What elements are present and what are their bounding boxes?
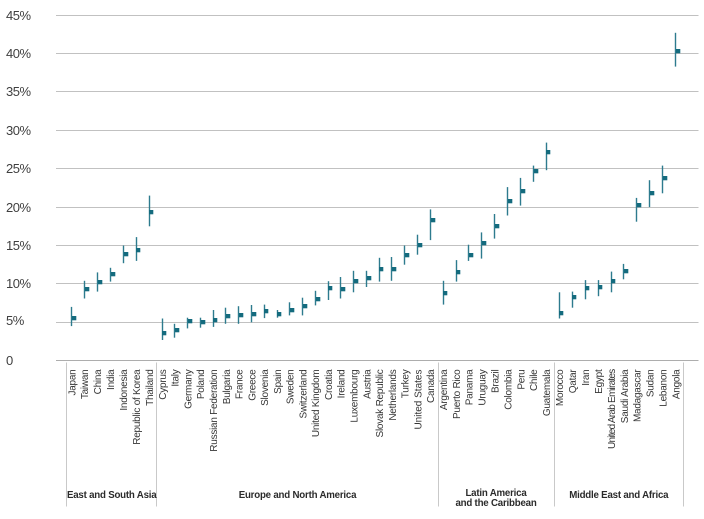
svg-text:Angola: Angola <box>672 369 683 399</box>
svg-text:Republic of Korea: Republic of Korea <box>132 369 143 445</box>
svg-text:Madagascar: Madagascar <box>633 369 644 422</box>
svg-text:Austria: Austria <box>362 369 373 399</box>
svg-text:Puerto Rico: Puerto Rico <box>452 369 463 419</box>
svg-text:Argentina: Argentina <box>439 369 450 410</box>
svg-text:Sweden: Sweden <box>286 370 297 405</box>
svg-text:10%: 10% <box>6 276 31 291</box>
svg-text:Morocco: Morocco <box>555 369 566 406</box>
svg-text:20%: 20% <box>6 200 31 215</box>
svg-text:Europe and North America: Europe and North America <box>239 490 357 501</box>
svg-text:Middle East and Africa: Middle East and Africa <box>569 490 669 501</box>
svg-text:Ireland: Ireland <box>337 370 348 399</box>
svg-text:Italy: Italy <box>171 369 182 386</box>
svg-text:Guatemala: Guatemala <box>542 369 553 416</box>
svg-text:Japan: Japan <box>67 370 78 396</box>
svg-text:Indonesia: Indonesia <box>119 369 130 411</box>
svg-text:Greece: Greece <box>247 369 258 401</box>
svg-text:Luxembourg: Luxembourg <box>349 370 360 423</box>
svg-text:United States: United States <box>413 370 424 430</box>
svg-text:Canada: Canada <box>426 369 437 403</box>
svg-text:Brazil: Brazil <box>491 369 502 393</box>
svg-text:40%: 40% <box>6 46 31 61</box>
svg-text:Spain: Spain <box>273 370 284 394</box>
svg-text:Chile: Chile <box>529 369 540 391</box>
svg-text:East and South Asia: East and South Asia <box>67 490 157 501</box>
svg-text:Qatar: Qatar <box>568 369 579 394</box>
svg-text:Netherlands: Netherlands <box>388 369 399 420</box>
svg-text:0: 0 <box>6 353 13 368</box>
svg-text:Iran: Iran <box>581 370 592 386</box>
svg-text:Egypt: Egypt <box>594 369 605 394</box>
svg-text:Lebanon: Lebanon <box>659 370 670 407</box>
svg-text:Thailand: Thailand <box>145 370 156 406</box>
svg-text:Russian Federation: Russian Federation <box>209 370 220 452</box>
svg-text:Germany: Germany <box>183 369 194 409</box>
svg-text:25%: 25% <box>6 161 31 176</box>
svg-text:15%: 15% <box>6 238 31 253</box>
svg-text:Poland: Poland <box>196 370 207 400</box>
svg-text:United Arab Emirates: United Arab Emirates <box>607 369 618 449</box>
svg-text:Bulgaria: Bulgaria <box>222 369 233 404</box>
svg-text:Panama: Panama <box>465 369 476 405</box>
svg-text:Saudi Arabia: Saudi Arabia <box>620 369 631 423</box>
svg-text:5%: 5% <box>6 313 25 328</box>
svg-text:35%: 35% <box>6 84 31 99</box>
svg-text:Turkey: Turkey <box>401 369 412 398</box>
svg-text:China: China <box>93 369 104 395</box>
svg-text:United Kingdom: United Kingdom <box>311 370 322 438</box>
svg-text:Croatia: Croatia <box>324 369 335 400</box>
svg-text:Sudan: Sudan <box>646 370 657 398</box>
svg-text:Slovenia: Slovenia <box>260 369 271 406</box>
svg-text:Cyprus: Cyprus <box>158 369 169 399</box>
svg-text:Peru: Peru <box>516 370 527 390</box>
svg-text:France: France <box>235 369 246 399</box>
svg-text:30%: 30% <box>6 123 31 138</box>
svg-text:45%: 45% <box>6 8 31 23</box>
svg-text:India: India <box>106 369 117 390</box>
svg-text:Uruguay: Uruguay <box>478 369 489 405</box>
svg-text:Slovak Republic: Slovak Republic <box>375 369 386 437</box>
svg-text:and the Caribbean: and the Caribbean <box>455 498 536 509</box>
svg-text:Switzerland: Switzerland <box>298 370 309 419</box>
svg-text:Taiwan: Taiwan <box>80 370 91 400</box>
svg-text:Latin America: Latin America <box>465 488 527 499</box>
svg-text:Colombia: Colombia <box>503 369 514 410</box>
